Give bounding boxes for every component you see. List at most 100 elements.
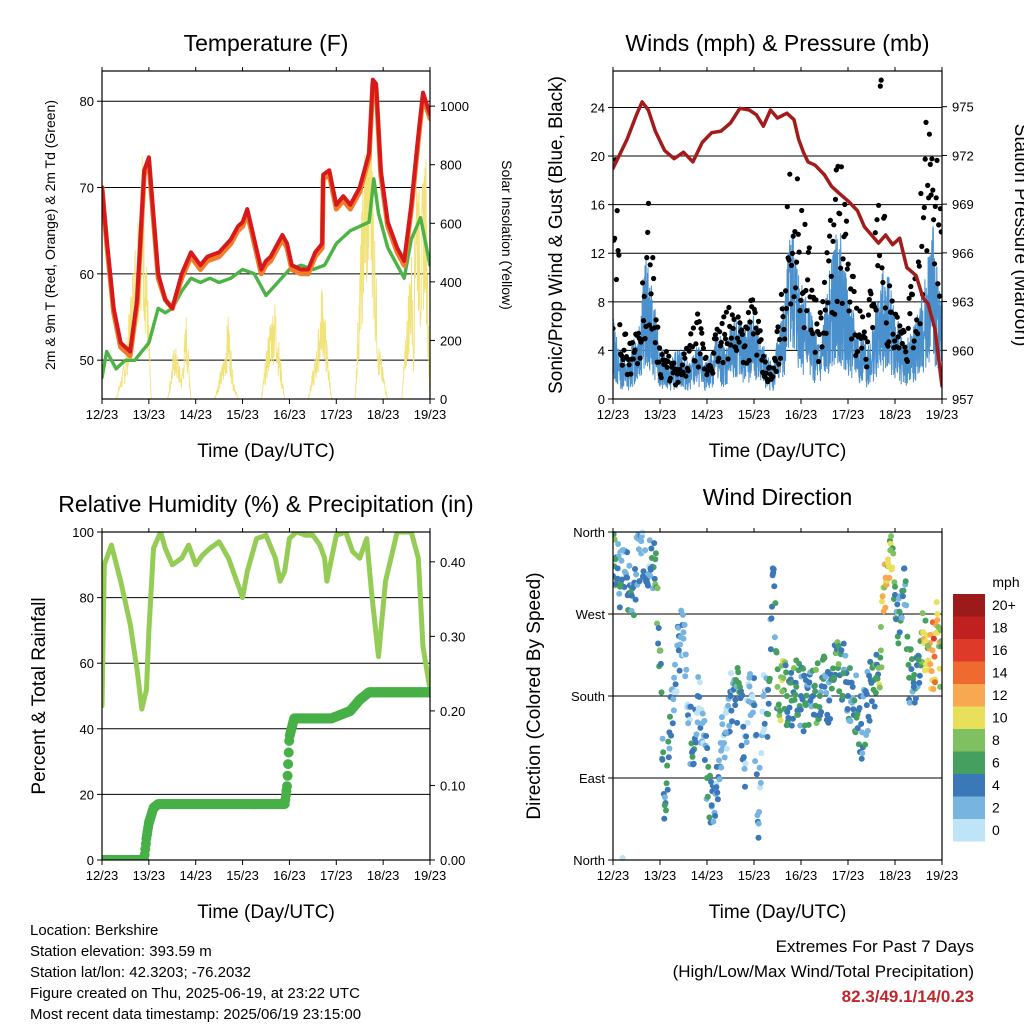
gust-point [938, 229, 942, 235]
temperature-ytick-label: 70 [80, 181, 94, 196]
direction-point [660, 749, 667, 756]
humidity-y2tick-label: 0.40 [440, 555, 465, 570]
gust-point [823, 330, 829, 336]
direction-point [755, 820, 762, 827]
direction-point [922, 617, 929, 624]
gust-point [716, 355, 722, 361]
direction-point [652, 556, 659, 563]
gust-point [926, 131, 933, 137]
legend-label: 14 [992, 665, 1008, 681]
gust-point [910, 345, 916, 351]
direction-point [753, 731, 760, 738]
gust-point [679, 362, 686, 368]
direction-title: Wind Direction [703, 484, 853, 510]
gust-point [877, 83, 883, 89]
legend-swatch [953, 594, 985, 617]
direction-point [630, 612, 637, 619]
winds-ytick-label: 8 [598, 295, 605, 310]
gust-point [663, 349, 669, 355]
direction-point [823, 689, 830, 696]
gust-point [730, 325, 736, 332]
gust-point [700, 345, 707, 351]
gust-point [703, 354, 709, 360]
direction-point [735, 669, 742, 676]
direction-point [744, 719, 751, 726]
direction-point [908, 666, 915, 673]
legend-label: 8 [992, 732, 1000, 748]
direction-point [654, 585, 661, 592]
direction-ylabel: Direction (Colored By Speed) [524, 572, 545, 819]
winds-y2tick-label: 966 [952, 246, 974, 261]
gust-point [846, 308, 852, 314]
gust-point [788, 262, 795, 268]
direction-point [862, 741, 869, 748]
gust-point [882, 305, 889, 311]
gust-point [915, 331, 921, 337]
direction-point [838, 647, 845, 654]
gust-point [865, 339, 871, 345]
gust-point [916, 263, 922, 269]
direction-point [789, 715, 796, 722]
direction-point [782, 662, 789, 669]
direction-point [692, 739, 699, 746]
direction-point [705, 763, 712, 770]
station-latlon: Station lat/lon: 42.3203; -76.2032 [30, 964, 252, 981]
direction-point [807, 697, 814, 704]
gust-point [818, 315, 824, 321]
winds-ylabel: Sonic/Prop Wind & Gust (Blue, Black) [546, 76, 567, 394]
gust-point [797, 308, 803, 314]
direction-point [887, 540, 894, 547]
gust-point [711, 350, 717, 356]
direction-point [915, 656, 922, 663]
gust-point [682, 355, 688, 361]
legend-label: 4 [992, 777, 1000, 793]
direction-point [680, 629, 687, 636]
gust-point [773, 368, 779, 374]
direction-point [676, 667, 683, 674]
direction-points [613, 529, 942, 861]
direction-point [683, 666, 690, 673]
gust-point [783, 305, 790, 312]
gust-point [850, 273, 856, 280]
direction-point [666, 745, 673, 752]
gust-point [758, 337, 764, 343]
precip-point [283, 759, 294, 770]
gust-point [816, 358, 822, 365]
gust-point [864, 364, 870, 370]
gust-point [786, 257, 792, 263]
gust-point [697, 351, 703, 357]
direction-point [836, 688, 843, 695]
gust-point [839, 300, 845, 306]
direction-point [903, 602, 910, 609]
direction-point [624, 574, 631, 581]
gust-point [613, 325, 616, 332]
direction-point [680, 635, 687, 642]
gust-point [885, 343, 891, 349]
legend-label: 18 [992, 620, 1008, 636]
legend-title: mph [992, 574, 1019, 590]
direction-point [755, 834, 762, 841]
direction-point [628, 592, 635, 599]
direction-point [655, 640, 662, 647]
direction-point [768, 615, 775, 622]
direction-point [882, 574, 889, 581]
direction-point [872, 689, 879, 696]
direction-point [816, 704, 823, 710]
direction-point [882, 604, 889, 611]
gust-point [889, 298, 895, 304]
solar-insolation-line [102, 100, 430, 399]
gust-point [616, 252, 622, 258]
gust-point [754, 352, 760, 358]
direction-point [690, 760, 697, 767]
gust-point [722, 336, 729, 342]
direction-point [854, 711, 861, 718]
legend-swatch [953, 616, 985, 639]
direction-point [786, 704, 793, 711]
temperature-xlabel: Time (Day/UTC) [197, 441, 335, 462]
direction-point [757, 784, 764, 791]
gust-point [806, 245, 812, 251]
gust-point [733, 347, 740, 353]
gust-point [861, 329, 867, 335]
